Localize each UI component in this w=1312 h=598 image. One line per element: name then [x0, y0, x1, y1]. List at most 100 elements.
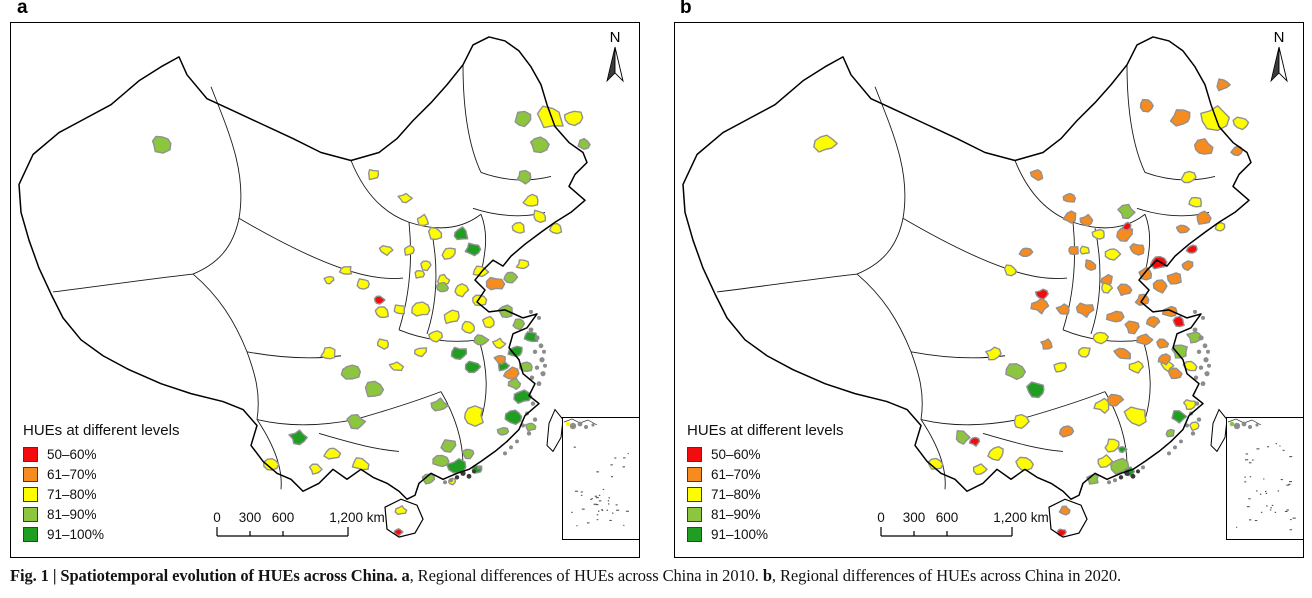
map-region-level-3 [416, 213, 429, 227]
coast-speckle [542, 349, 546, 354]
map-region-level-4 [432, 454, 450, 468]
map-region-level-3 [1015, 456, 1034, 471]
china-map-2020 [682, 36, 1252, 538]
coast-speckle [1113, 478, 1117, 483]
coast-speckle [1130, 473, 1136, 479]
map-region-level-3 [411, 301, 431, 317]
coast-speckle [521, 423, 525, 428]
panel-a-label: a [17, 0, 28, 18]
inset-island-mark [602, 488, 605, 490]
map-region-level-2 [1105, 310, 1125, 323]
map-region-level-2 [485, 276, 506, 291]
inset-island-mark [576, 525, 578, 527]
map-region-level-2 [1167, 367, 1183, 380]
province-boundary [1018, 391, 1106, 420]
map-region-level-2 [1084, 259, 1097, 271]
north-label: N [610, 29, 621, 46]
map-region-level-3 [813, 134, 838, 153]
figure-caption: Fig. 1 | Spatiotemporal evolution of HUE… [10, 566, 1306, 586]
inset-island-mark [1274, 511, 1277, 513]
map-region-level-4 [503, 271, 519, 284]
south-china-sea-inset [1226, 417, 1304, 540]
map-region-level-2 [1216, 78, 1231, 92]
map-region-level-2 [1062, 192, 1076, 203]
caption-b-text: , Regional differences of HUEs across Ch… [771, 566, 1122, 585]
inset-island-mark [606, 509, 608, 511]
legend-title: HUEs at different levels [23, 422, 180, 439]
inset-island-mark [622, 466, 625, 468]
inset-island-mark [625, 510, 629, 512]
legend-item: 50–60% [23, 444, 179, 464]
legend-title: HUEs at different levels [687, 422, 844, 439]
map-region-level-4 [577, 137, 591, 150]
coast-speckle [503, 451, 507, 456]
coast-speckle [443, 480, 447, 485]
province-boundary [1144, 214, 1151, 275]
province-boundary [1126, 64, 1146, 173]
legend-swatch [23, 506, 38, 522]
map-region-level-4 [507, 377, 522, 391]
province-boundary [238, 217, 404, 279]
map-region-level-1 [968, 436, 981, 447]
coast-speckle [1118, 475, 1124, 480]
coast-speckle [529, 309, 533, 314]
inset-island-mark [580, 491, 583, 493]
map-region-level-3 [1232, 116, 1250, 131]
map-region-level-2 [1136, 333, 1154, 346]
inset-island-mark [601, 509, 603, 511]
province-boundary [1062, 222, 1075, 330]
china-map-2010 [18, 36, 591, 538]
province-boundary [256, 419, 282, 490]
inset-island-mark [573, 446, 576, 448]
province-boundary [920, 419, 1020, 426]
caption-figure-title: Fig. 1 | Spatiotemporal evolution of HUE… [10, 566, 402, 585]
map-region-level-4 [516, 169, 532, 185]
map-region-level-3 [1188, 196, 1202, 208]
inset-island-mark [595, 497, 599, 499]
inset-island-mark [1279, 445, 1281, 447]
legend-swatch [687, 446, 702, 462]
map-region-level-2 [1058, 505, 1071, 516]
legend: HUEs at different levels 50–60% 61–70% 71–… [23, 422, 179, 544]
map-region-level-4 [346, 413, 367, 430]
coast-speckle [1136, 469, 1140, 474]
map-region-level-3 [441, 247, 456, 260]
scale-tick-label: 600 [936, 510, 959, 525]
map-region-level-3 [393, 304, 406, 315]
inset-island-mark [616, 509, 620, 511]
map-region-level-2 [1068, 246, 1079, 256]
map-region-level-2 [1029, 169, 1044, 182]
coast-speckle [1173, 445, 1177, 450]
caption-b-marker: b [762, 566, 772, 585]
inset-island-mark [598, 494, 601, 496]
legend-items: 50–60% 61–70% 71–80% 81–90% 91–100% [23, 444, 179, 544]
map-region-level-3 [427, 226, 443, 241]
inset-island-mark [1245, 453, 1249, 455]
map-region-level-5 [450, 346, 468, 361]
inset-island-mark [593, 503, 597, 505]
map-region-level-3 [491, 337, 507, 350]
inset-island-mark [1263, 478, 1265, 480]
inset-island-mark [1275, 443, 1277, 445]
legend-item: 81–90% [687, 504, 843, 524]
map-region-level-3 [1097, 454, 1114, 469]
map-region-level-2 [1075, 302, 1095, 318]
map-region-level-3 [378, 244, 394, 257]
map-region-level-2 [1113, 347, 1131, 360]
coast-speckle [543, 363, 547, 368]
map-region-level-4 [1117, 203, 1136, 220]
map-region-level-3 [1104, 248, 1122, 261]
map-region-level-5 [1117, 446, 1128, 454]
map-region-level-3 [522, 193, 539, 207]
coast-speckle [1202, 343, 1208, 349]
map-region-level-1 [1121, 221, 1132, 231]
coast-speckle [1107, 480, 1111, 485]
legend-item: 61–70% [23, 464, 179, 484]
scale-tick-label: 0 [877, 510, 885, 525]
inset-island-mark [1282, 449, 1285, 451]
map-region-level-3 [1180, 170, 1197, 184]
inset-island-mark [591, 498, 593, 500]
inset-island-mark [1269, 509, 1272, 511]
inset-island-mark [609, 519, 612, 521]
legend-item-label: 81–90% [47, 506, 97, 522]
